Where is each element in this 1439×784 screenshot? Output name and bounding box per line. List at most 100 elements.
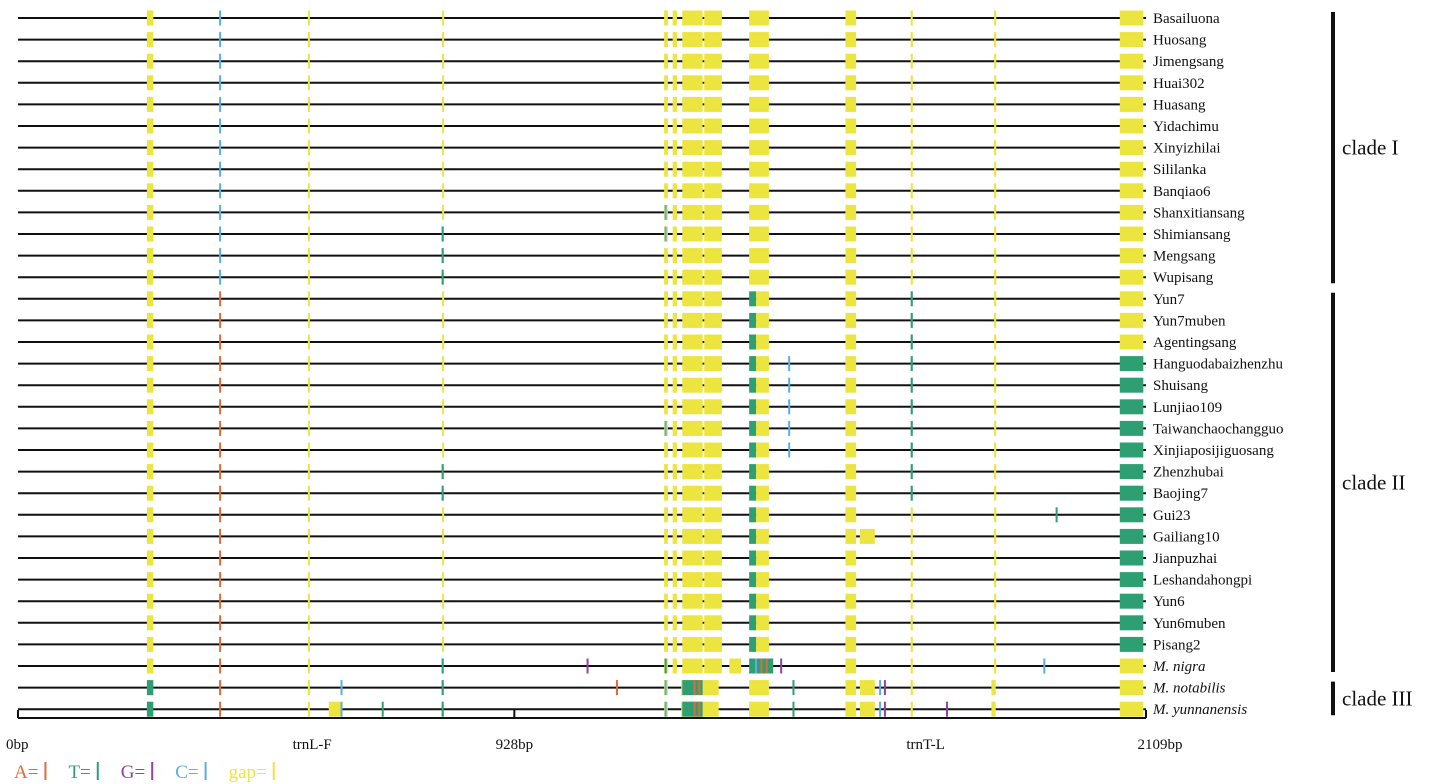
variant-mark-gap <box>1119 701 1144 717</box>
variant-mark-gap <box>442 291 445 307</box>
variant-mark-gap <box>672 356 677 372</box>
variant-mark-c <box>664 701 667 717</box>
accession-label: Baojing7 <box>1153 486 1208 502</box>
variant-mark-t <box>1055 507 1058 523</box>
variant-mark-gap <box>664 615 668 631</box>
variant-mark-gap <box>307 140 310 156</box>
variant-mark-gap <box>307 528 310 544</box>
accession-labels: Basailuona Huosang Jimengsang Huai302 Huasan… <box>1152 11 1284 718</box>
variant-mark-a <box>219 485 222 501</box>
variant-mark-gap <box>664 75 668 91</box>
variant-mark-gap <box>682 442 703 458</box>
variant-mark-t <box>792 680 795 696</box>
variant-mark-gap <box>991 701 996 717</box>
variant-mark-gap <box>845 312 857 328</box>
variant-mark-gap <box>704 593 722 609</box>
variant-mark-a <box>219 593 222 609</box>
variant-mark-gap <box>994 658 997 674</box>
variant-mark-gap <box>307 226 310 242</box>
variant-mark-a <box>760 658 763 674</box>
variant-mark-t <box>749 377 757 393</box>
variant-mark-a <box>219 658 222 674</box>
variant-mark-gap <box>682 161 703 177</box>
variant-mark-t <box>910 356 913 372</box>
variant-mark-gap <box>664 269 668 285</box>
variant-mark-gap <box>1119 118 1144 134</box>
variant-mark-a <box>219 377 222 393</box>
variant-mark-gap <box>672 161 677 177</box>
variant-mark-gap <box>910 636 913 652</box>
accession-label: M. nigra <box>1152 659 1206 675</box>
variant-mark-a <box>219 420 222 436</box>
variant-mark-gap <box>749 183 769 199</box>
variant-mark-gap <box>756 291 769 307</box>
axis-tick-label: 928bp <box>496 737 534 753</box>
variant-mark-g <box>883 701 886 717</box>
variant-mark-gap <box>682 420 703 436</box>
variant-mark-gap <box>994 248 997 264</box>
variant-mark-gap <box>682 96 703 112</box>
accession-label: Yun7muben <box>1153 313 1226 329</box>
variant-mark-gap <box>146 53 154 69</box>
variant-mark-t <box>1119 528 1144 544</box>
variant-mark-a <box>219 701 222 717</box>
variant-mark-g <box>780 658 783 674</box>
variant-mark-gap <box>664 356 668 372</box>
variant-mark-gap <box>994 204 997 220</box>
variant-mark-gap <box>672 10 677 26</box>
accession-label: Lunjiao109 <box>1153 400 1222 416</box>
variant-mark-gap <box>704 615 722 631</box>
variant-mark-t <box>682 701 703 717</box>
variant-mark-gap <box>845 572 857 588</box>
variant-mark-gap <box>845 636 857 652</box>
variant-mark-gap <box>307 399 310 415</box>
variant-mark-gap <box>307 464 310 480</box>
variant-mark-gap <box>994 399 997 415</box>
variant-mark-gap <box>910 75 913 91</box>
variant-mark-t <box>441 680 444 696</box>
variant-mark-gap <box>146 356 154 372</box>
variant-mark-t <box>1119 464 1144 480</box>
variant-mark-gap <box>672 550 677 566</box>
variant-mark-gap <box>756 615 769 631</box>
variant-mark-gap <box>307 118 310 134</box>
variant-mark-gap <box>672 291 677 307</box>
variant-mark-gap <box>664 593 668 609</box>
variant-mark-gap <box>704 442 722 458</box>
variant-mark-gap <box>845 377 857 393</box>
variant-mark-t <box>910 312 913 328</box>
variant-mark-t <box>910 334 913 350</box>
variant-mark-t <box>910 420 913 436</box>
variant-mark-t <box>749 485 757 501</box>
variant-mark-gap <box>146 399 154 415</box>
variant-mark-gap <box>664 248 668 264</box>
variant-mark-t <box>1119 593 1144 609</box>
variant-mark-gap <box>994 118 997 134</box>
variant-mark-gap <box>1119 269 1144 285</box>
variant-mark-gap <box>682 32 703 48</box>
variant-mark-gap <box>682 10 703 26</box>
variant-mark-gap <box>910 183 913 199</box>
variant-mark-gap <box>442 615 445 631</box>
variant-mark-t <box>1119 572 1144 588</box>
variant-mark-c <box>879 701 882 717</box>
variant-mark-gap <box>704 356 722 372</box>
variant-mark-gap <box>704 118 722 134</box>
variant-mark-gap <box>704 377 722 393</box>
variant-mark-gap <box>994 140 997 156</box>
variant-mark-gap <box>307 420 310 436</box>
axis-tick-label: trnL-F <box>293 737 332 753</box>
accession-label: Huai302 <box>1153 76 1205 92</box>
variant-mark-gap <box>146 550 154 566</box>
variant-mark-c <box>879 680 882 696</box>
variant-mark-gap <box>442 420 445 436</box>
variant-mark-gap <box>672 658 677 674</box>
variant-mark-gap <box>442 636 445 652</box>
variant-mark-gap <box>756 636 769 652</box>
legend-label-a: A= <box>14 762 38 783</box>
variant-mark-gap <box>704 204 722 220</box>
variant-mark-gap <box>146 658 154 674</box>
variant-mark-gap <box>910 593 913 609</box>
variant-mark-gap <box>910 32 913 48</box>
variant-mark-a <box>765 658 768 674</box>
